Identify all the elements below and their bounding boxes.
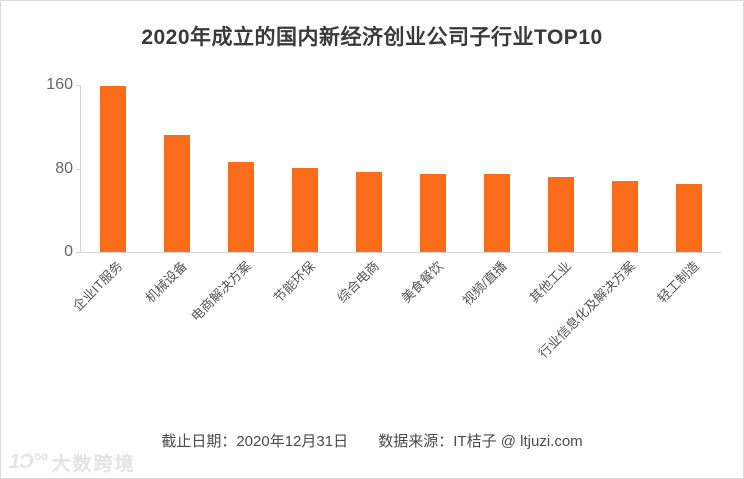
x-axis-label: 轻工制造 — [654, 258, 702, 306]
y-axis-tick-mark — [76, 85, 81, 86]
x-axis-label: 机械设备 — [142, 258, 190, 306]
y-axis-tick-mark — [76, 252, 81, 253]
deadline-note: 截止日期：2020年12月31日 — [161, 433, 349, 450]
x-axis-label: 电商解决方案 — [188, 258, 254, 325]
data-source-note: 数据来源：IT桔子 @ ltjuzi.com — [378, 433, 583, 450]
bar — [292, 168, 318, 252]
x-axis-label: 综合电商 — [334, 258, 382, 306]
dashu-logo-icon: 1Ɔ°° — [9, 451, 48, 473]
bar — [164, 135, 190, 252]
bar — [420, 174, 446, 252]
x-axis-line — [76, 252, 721, 253]
bar — [356, 172, 382, 252]
y-axis-tick-label: 80 — [55, 160, 73, 177]
chart-footnote: 截止日期：2020年12月31日 数据来源：IT桔子 @ ltjuzi.com — [1, 430, 743, 451]
y-axis-tick-label: 160 — [46, 76, 73, 93]
bar — [676, 184, 702, 252]
x-axis-label: 企业IT服务 — [70, 258, 126, 314]
bar — [548, 177, 574, 252]
x-axis-label: 其他工业 — [526, 258, 574, 306]
x-axis-label: 美食餐饮 — [398, 258, 446, 306]
y-axis-tick-mark — [76, 169, 81, 170]
chart-title: 2020年成立的国内新经济创业公司子行业TOP10 — [141, 26, 603, 49]
x-axis-label: 节能环保 — [270, 258, 318, 306]
x-axis-label: 视频/直播 — [459, 258, 510, 309]
bar — [100, 86, 126, 252]
bar — [484, 174, 510, 252]
y-axis-tick-label: 0 — [64, 243, 73, 260]
watermark: 1Ɔ°° 大数跨境 — [9, 449, 136, 476]
bar — [228, 162, 254, 252]
bar — [612, 181, 638, 252]
y-axis-line — [80, 85, 81, 252]
watermark-text: 大数跨境 — [51, 454, 136, 475]
